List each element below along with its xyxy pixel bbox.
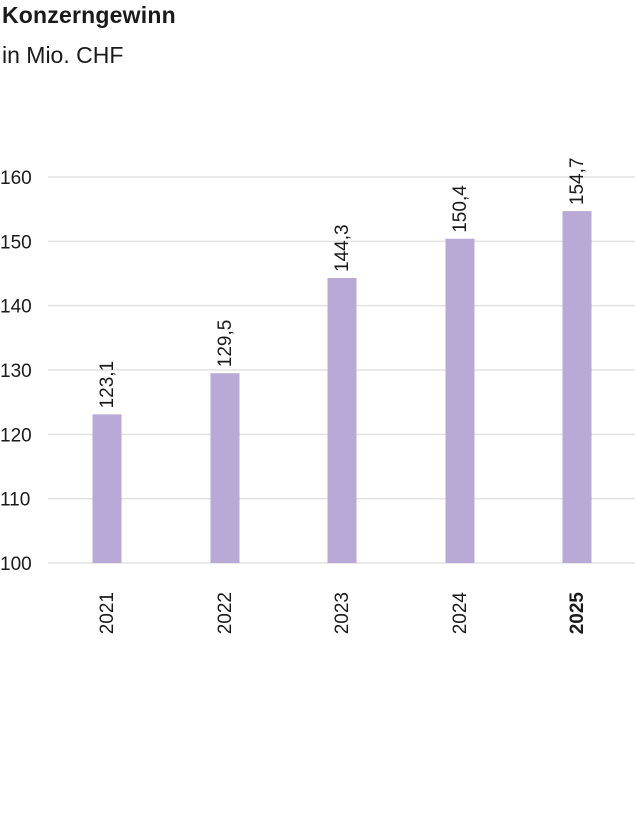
- x-tick-label-2024: 2024: [450, 592, 471, 635]
- bar-2024: [445, 238, 475, 563]
- y-tick-label: 150: [0, 232, 32, 253]
- y-tick-label: 120: [0, 425, 32, 446]
- bar-2025: [562, 211, 592, 563]
- chart-subtitle: in Mio. CHF: [2, 42, 124, 68]
- y-tick-label: 100: [0, 554, 32, 575]
- value-label-2024: 150,4: [450, 185, 471, 233]
- value-label-2021: 123,1: [97, 361, 118, 409]
- chart-title: Konzerngewinn: [2, 2, 176, 28]
- y-tick-label: 140: [0, 297, 32, 318]
- y-tick-label: 130: [0, 361, 32, 382]
- bar-2021: [92, 414, 122, 563]
- x-tick-label-2021: 2021: [97, 592, 118, 634]
- bar-2023: [327, 278, 357, 563]
- x-tick-label-2022: 2022: [215, 592, 236, 634]
- bars: [92, 211, 592, 563]
- y-tick-label: 160: [0, 168, 32, 189]
- bar-2022: [210, 373, 240, 563]
- value-label-2022: 129,5: [215, 320, 236, 368]
- x-tick-label-2023: 2023: [332, 592, 353, 634]
- value-label-2025: 154,7: [567, 158, 588, 206]
- y-tick-label: 110: [0, 490, 30, 511]
- x-tick-label-2025: 2025: [567, 592, 588, 635]
- value-label-2023: 144,3: [332, 224, 353, 272]
- labels: 100 110 120 130 140 150 160 123,1 2021 129,5 2022 1…: [0, 158, 588, 635]
